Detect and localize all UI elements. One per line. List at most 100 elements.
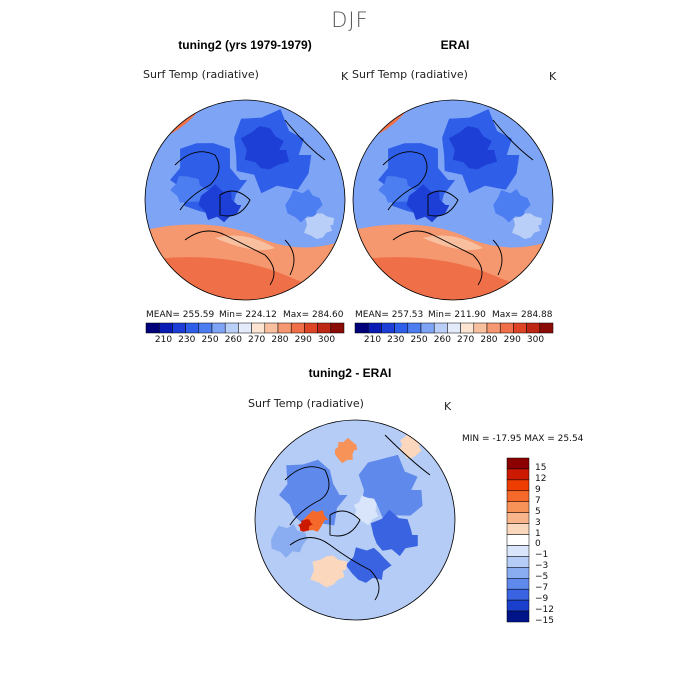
cold-anomaly: [279, 459, 348, 526]
colorbar-tick-label: 300: [526, 335, 545, 345]
model-min-stat: Min= 224.12: [219, 310, 277, 320]
colorbar-tick-label: 230: [178, 335, 196, 345]
model-colorbar: [145, 322, 345, 334]
colorbar-tick-label: 270: [457, 335, 475, 345]
obs-mean-stat: MEAN= 257.53: [355, 310, 424, 320]
colorbar-swatch: [506, 599, 530, 612]
colorbar-tick-label: 280: [271, 335, 289, 345]
obs-panel-title: ERAI: [440, 38, 470, 52]
diff-panel-title: tuning2 - ERAI: [308, 366, 392, 380]
map-fill: [255, 420, 455, 620]
colorbar-swatch: [499, 322, 514, 334]
warm-region: [215, 235, 275, 251]
model-map: [144, 99, 346, 301]
warm-anomaly: [334, 437, 358, 464]
colorbar-tick-label: 5: [535, 506, 541, 517]
colorbar-swatch: [486, 322, 501, 334]
mild-region: [512, 213, 543, 239]
colorbar-tick-label: 260: [224, 335, 242, 345]
colorbar-swatch: [506, 512, 530, 524]
cold-anomaly: [271, 523, 308, 558]
colorbar-tick-label: 3: [535, 517, 541, 528]
colorbar-swatch: [506, 578, 530, 590]
colorbar-tick-label: −7: [535, 583, 549, 594]
warm-region: [423, 235, 483, 251]
obs-min-stat: Min= 211.90: [428, 310, 486, 320]
colorbar-swatch: [506, 523, 530, 535]
colorbar-swatch: [447, 322, 461, 334]
colorbar-swatch: [420, 322, 435, 334]
colorbar-tick-label: 250: [201, 335, 219, 345]
colorbar-tick-label: 300: [317, 335, 336, 345]
colorbar-swatch: [526, 322, 541, 334]
colorbar-swatch: [506, 610, 530, 623]
colorbar-swatch: [264, 322, 279, 334]
colorbar-swatch: [473, 322, 488, 334]
colorbar-swatch: [506, 479, 530, 492]
colorbar-swatch: [506, 457, 530, 470]
colorbar-tick-label: 260: [433, 335, 451, 345]
figure-title: DJF: [331, 8, 369, 32]
colorbar-tick-label: 280: [480, 335, 498, 345]
colorbar-swatch: [304, 322, 318, 334]
colorbar-swatch: [539, 322, 554, 334]
colorbar-swatch: [224, 322, 239, 334]
colorbar-tick-label: 15: [535, 462, 547, 473]
colorbar-swatch: [513, 322, 527, 334]
colorbar-swatch: [172, 322, 186, 334]
map-border: [144, 99, 346, 301]
colorbar-swatch: [290, 322, 305, 334]
map-border: [352, 99, 554, 301]
obs-max-stat: Max= 284.88: [492, 310, 553, 320]
colorbar-tick-label: 0: [535, 539, 541, 550]
colorbar-swatch: [158, 322, 173, 334]
colorbar-swatch: [433, 322, 448, 334]
colorbar-tick-label: −5: [535, 572, 549, 583]
colorbar-tick-label: 290: [294, 335, 312, 345]
colorbar-tick-label: 9: [535, 484, 541, 495]
colorbar-swatch: [506, 556, 530, 568]
colorbar-swatch: [317, 322, 332, 334]
cold-region: [378, 176, 417, 203]
diff-units-label: K: [444, 400, 452, 413]
diff-map: [254, 419, 456, 621]
colorbar-swatch: [381, 322, 395, 334]
colorbar-tick-label: −3: [535, 561, 549, 572]
colorbar-swatch: [506, 567, 530, 579]
cold-region: [240, 126, 290, 170]
colorbar-swatch: [211, 322, 226, 334]
colorbar-tick-label: 230: [387, 335, 405, 345]
model-max-stat: Max= 284.60: [283, 310, 344, 320]
model-units-label: K: [341, 70, 349, 83]
colorbar-swatch: [407, 322, 422, 334]
colorbar-swatch: [506, 501, 530, 513]
coastline: [284, 434, 431, 601]
cold-anomaly: [370, 509, 418, 557]
colorbar-tick-label: −1: [535, 550, 549, 561]
model-panel-title: tuning2 (yrs 1979-1979): [178, 38, 312, 52]
map-fill: [145, 100, 345, 300]
map-border: [254, 419, 456, 621]
cold-anomaly: [345, 547, 392, 583]
cold-region: [493, 189, 531, 223]
colorbar-tick-label: 290: [503, 335, 521, 345]
diff-variable-label: Surf Temp (radiative): [248, 397, 364, 410]
near-zero: [354, 495, 379, 526]
colorbar-swatch: [506, 468, 530, 481]
obs-variable-label: Surf Temp (radiative): [352, 68, 468, 81]
colorbar-swatch: [330, 322, 345, 334]
colorbar-tick-label: 210: [363, 335, 382, 345]
ocean-fill: [255, 420, 455, 620]
colorbar-swatch: [506, 490, 530, 502]
colorbar-tick-label: −15: [535, 616, 554, 626]
coastline: [382, 119, 534, 286]
diff-colorbar: [506, 457, 530, 623]
map-fill: [353, 100, 553, 300]
diff-minmax-stat: MIN = -17.95 MAX = 25.54: [462, 434, 584, 444]
colorbar-swatch: [506, 545, 530, 557]
colorbar-tick-label: 12: [535, 473, 547, 484]
warm-region: [353, 100, 383, 128]
mild-region: [304, 213, 335, 239]
colorbar-swatch: [506, 588, 530, 601]
